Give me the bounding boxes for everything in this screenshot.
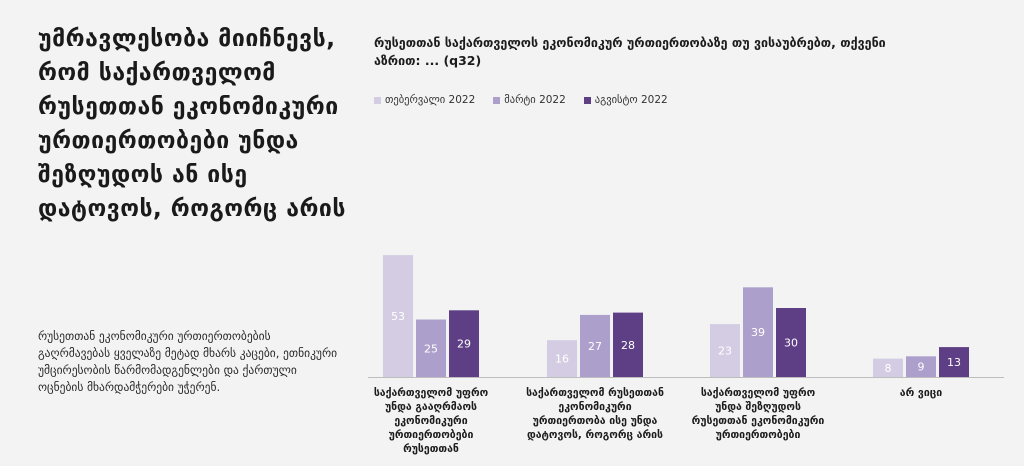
data-label-keep-august: 28 bbox=[621, 339, 635, 352]
legend-item-february: თებერვალი 2022 bbox=[374, 94, 475, 106]
bar-keep-august bbox=[613, 312, 643, 377]
data-label-keep-march: 27 bbox=[588, 340, 602, 353]
legend-label-august: აგვისტო 2022 bbox=[594, 94, 668, 106]
legend-label-february: თებერვალი 2022 bbox=[385, 94, 476, 106]
category-label-dont-know: არ ვიცი bbox=[899, 387, 943, 399]
data-label-restrict-march: 39 bbox=[751, 326, 765, 339]
legend-item-march: მარტი 2022 bbox=[493, 94, 566, 106]
bar-keep-february bbox=[547, 340, 577, 377]
bar-deepen-february bbox=[383, 255, 413, 377]
data-label-deepen-february: 53 bbox=[391, 310, 405, 323]
legend-swatch-march bbox=[493, 96, 501, 104]
data-label-restrict-february: 23 bbox=[718, 345, 732, 358]
data-label-deepen-august: 29 bbox=[457, 338, 471, 351]
bar-dont-know-august bbox=[939, 347, 969, 377]
data-label-keep-february: 16 bbox=[555, 353, 569, 366]
bar-keep-march bbox=[580, 314, 610, 377]
chart-title: რუსეთთან საქართველოს ეკონომიკურ ურთიერთო… bbox=[374, 35, 886, 68]
legend-swatch-february bbox=[374, 96, 381, 104]
data-label-dont-know-march: 9 bbox=[918, 361, 925, 374]
bar-deepen-august bbox=[449, 310, 479, 377]
data-label-deepen-march: 25 bbox=[424, 342, 438, 355]
category-label-keep: საქართველომ რუსეთთან ეკონომიკური ურთიერთ… bbox=[526, 387, 664, 441]
bar-restrict-march bbox=[743, 287, 773, 377]
data-label-restrict-august: 30 bbox=[784, 337, 798, 350]
legend-swatch-august bbox=[583, 96, 591, 104]
bar-restrict-february bbox=[710, 324, 740, 377]
page-title: უმრავლესობა მიიჩნევს, რომ საქართველომ რუ… bbox=[38, 26, 346, 222]
bar-deepen-march bbox=[416, 319, 446, 377]
legend-item-august: აგვისტო 2022 bbox=[583, 94, 668, 106]
category-label-deepen: საქართველომ უფრო უნდა გააღრმაოს ეკონომიკ… bbox=[373, 387, 489, 455]
data-label-dont-know-august: 13 bbox=[947, 356, 961, 369]
bar-dont-know-february bbox=[873, 358, 903, 377]
data-label-dont-know-february: 8 bbox=[885, 362, 892, 375]
category-label-restrict: საქართველომ უფრო უნდა შეზღუდოს რუსეთთან … bbox=[691, 387, 825, 441]
legend-label-march: მარტი 2022 bbox=[504, 94, 566, 106]
chart-legend: თებერვალი 2022 მარტი 2022 აგვისტო 2022 bbox=[374, 94, 668, 106]
bar-restrict-august bbox=[776, 308, 806, 377]
bar-dont-know-march bbox=[906, 356, 936, 377]
page-description: რუსეთთან ეკონომიკური ურთიერთობების გაღრმ… bbox=[38, 329, 338, 394]
